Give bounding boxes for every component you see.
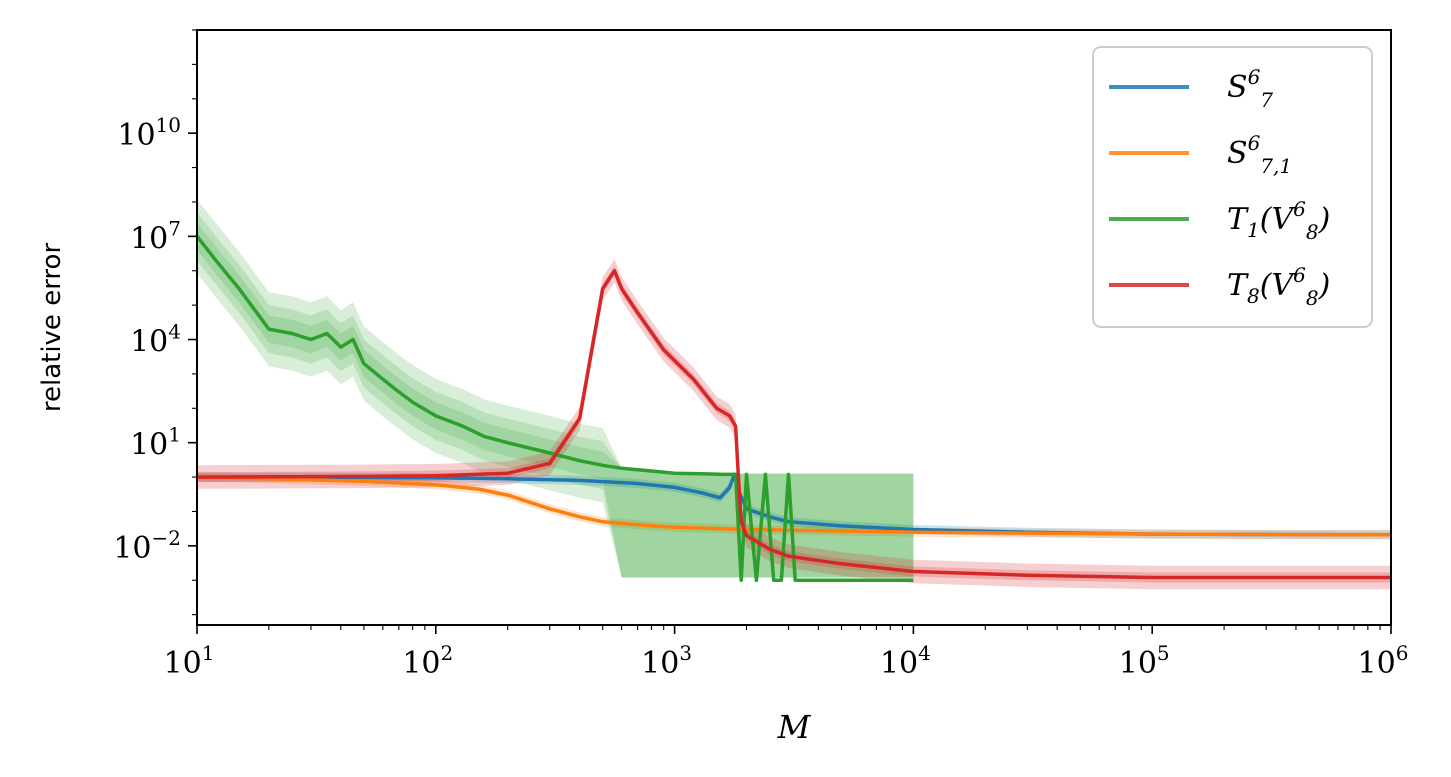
series-line-0 (197, 472, 1391, 537)
x-tick-label: 104 (880, 641, 931, 681)
y-tick-label: 107 (130, 216, 181, 256)
y-tick-label: 10−2 (113, 526, 181, 566)
legend-label: S67,1 (1227, 131, 1292, 178)
series-line-1 (197, 475, 1391, 537)
x-tick-label: 102 (402, 641, 453, 681)
y-tick-label: 101 (130, 423, 181, 463)
series-band (197, 472, 1391, 540)
legend-box (1092, 46, 1373, 328)
x-tick-label: 106 (1358, 641, 1409, 681)
series-line-2 (197, 235, 914, 583)
x-axis: 101 102 103 104 105 106 (164, 625, 1409, 681)
y-tick-label: 1010 (117, 113, 181, 153)
legend: S67 S67,1 T1(V68) T8(V68) (1092, 46, 1373, 328)
y-axis-label: relative error (37, 243, 67, 413)
x-tick-label: 105 (1119, 641, 1170, 681)
y-tick-label: 104 (130, 320, 181, 360)
x-axis-label: M (777, 708, 812, 746)
legend-label: T8(V68) (1227, 263, 1330, 310)
series-band (197, 222, 914, 578)
x-tick-label: 101 (164, 641, 215, 681)
plot-frame (196, 29, 1392, 626)
y-axis: 10−2 101 104 107 1010 (113, 29, 197, 616)
series-line-3 (197, 268, 1391, 580)
series-band (197, 212, 914, 578)
legend-label: T1(V68) (1227, 197, 1330, 244)
x-tick-label: 103 (641, 641, 692, 681)
series-lines (197, 235, 1391, 583)
legend-label: S67 (1227, 65, 1273, 112)
